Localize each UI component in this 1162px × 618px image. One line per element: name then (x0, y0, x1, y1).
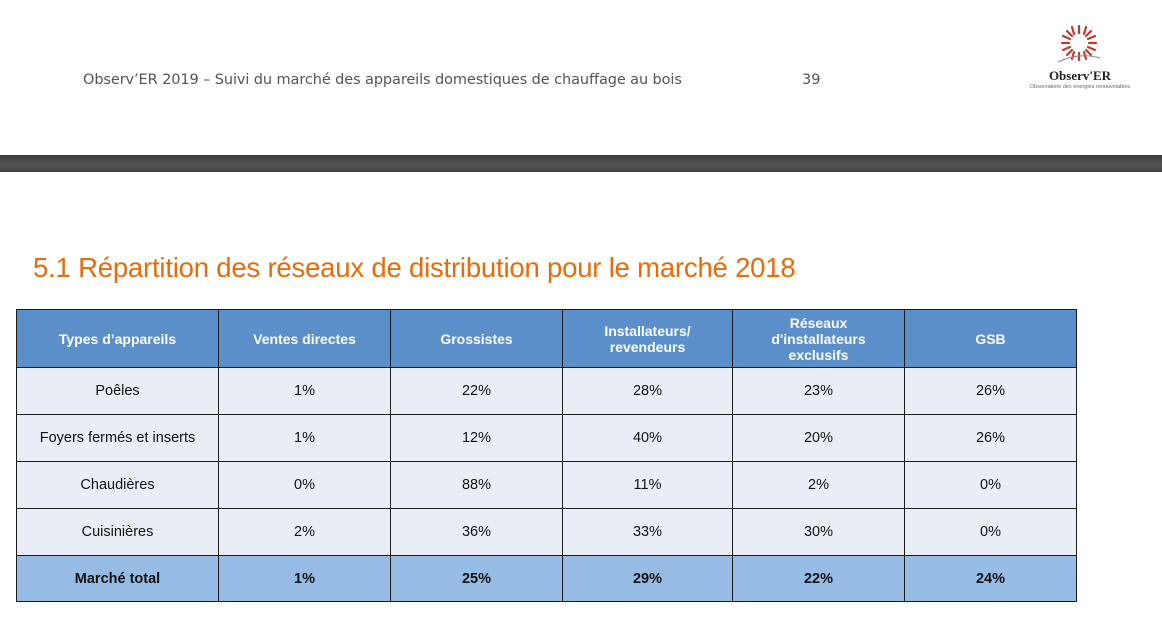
value-cell: 36% (390, 508, 563, 556)
logo-brand: Observ'ER (1048, 68, 1112, 83)
header-cell: Grossistes (390, 309, 563, 368)
value-cell: 12% (390, 414, 563, 462)
value-cell: 20% (732, 414, 905, 462)
total-value-cell: 29% (562, 555, 733, 602)
header-cell: Types d’appareils (16, 309, 219, 368)
total-value-cell: 25% (390, 555, 563, 602)
header-band (0, 155, 1162, 172)
table-row: Poêles 1% 22% 28% 23% 26% (16, 367, 1077, 415)
row-label-cell: Cuisinières (16, 508, 219, 556)
value-cell: 2% (732, 461, 905, 509)
value-cell: 1% (218, 367, 391, 415)
value-cell: 26% (904, 414, 1077, 462)
logo-subtitle: Observatoire des énergies renouvelables (1029, 84, 1131, 90)
value-cell: 11% (562, 461, 733, 509)
page-number: 39 (802, 72, 821, 88)
total-value-cell: 22% (732, 555, 905, 602)
value-cell: 88% (390, 461, 563, 509)
section-title: 5.1 Répartition des réseaux de distribut… (33, 252, 796, 283)
sun-logo-icon (1057, 24, 1101, 63)
row-label-cell: Poêles (16, 367, 219, 415)
table-header-row: Types d’appareils Ventes directes Grossi… (16, 309, 1077, 368)
value-cell: 26% (904, 367, 1077, 415)
total-row: Marché total 1% 25% 29% 22% 24% (16, 555, 1077, 602)
value-cell: 1% (218, 414, 391, 462)
table-row: Foyers fermés et inserts 1% 12% 40% 20% … (16, 414, 1077, 462)
value-cell: 0% (904, 461, 1077, 509)
value-cell: 23% (732, 367, 905, 415)
header-cell: Ventes directes (218, 309, 391, 368)
value-cell: 0% (218, 461, 391, 509)
total-value-cell: 1% (218, 555, 391, 602)
observer-logo: Observ'ER Observatoire des énergies reno… (1018, 22, 1142, 100)
value-cell: 2% (218, 508, 391, 556)
row-label-cell: Chaudières (16, 461, 219, 509)
header-cell: GSB (904, 309, 1077, 368)
value-cell: 40% (562, 414, 733, 462)
value-cell: 0% (904, 508, 1077, 556)
value-cell: 30% (732, 508, 905, 556)
header-cell: Réseaux d'installateurs exclusifs (732, 309, 905, 368)
row-label-cell: Foyers fermés et inserts (16, 414, 219, 462)
distribution-table: Types d’appareils Ventes directes Grossi… (16, 309, 1077, 602)
header-cell: Installateurs/ revendeurs (562, 309, 733, 368)
value-cell: 28% (562, 367, 733, 415)
value-cell: 22% (390, 367, 563, 415)
value-cell: 33% (562, 508, 733, 556)
total-label-cell: Marché total (16, 555, 219, 602)
page-header-text: Observ’ER 2019 – Suivi du marché des app… (83, 72, 682, 88)
table-row: Cuisinières 2% 36% 33% 30% 0% (16, 508, 1077, 556)
table-row: Chaudières 0% 88% 11% 2% 0% (16, 461, 1077, 509)
total-value-cell: 24% (904, 555, 1077, 602)
